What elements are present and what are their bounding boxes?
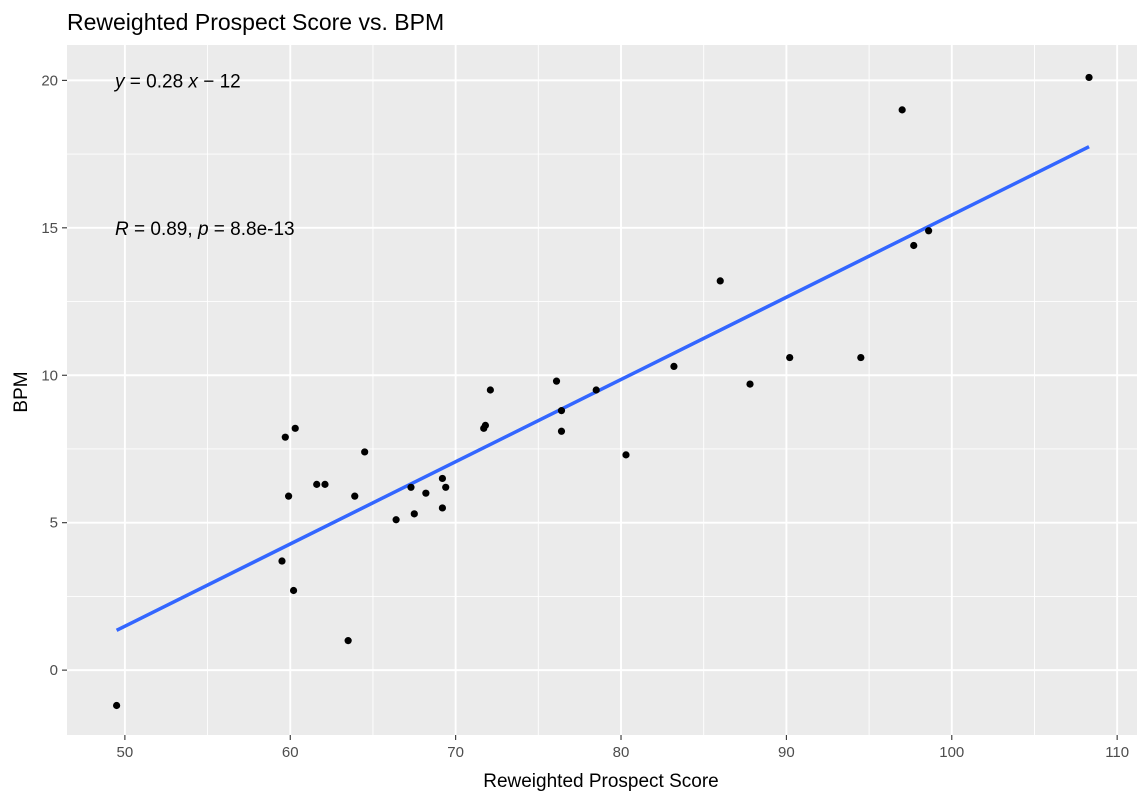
data-point — [552, 377, 561, 385]
annotations: y = 0.28 x − 12 R = 0.89, p = 8.8e-13 — [113, 71, 295, 239]
x-tick-label: 60 — [282, 744, 299, 761]
x-tick-label: 100 — [939, 744, 964, 761]
data-point — [898, 106, 906, 114]
data-point — [410, 510, 418, 518]
y-tick-label: 5 — [50, 515, 58, 532]
data-point — [422, 489, 430, 497]
regression-line — [115, 145, 1090, 632]
data-point — [622, 451, 630, 459]
data-point — [351, 492, 359, 500]
data-point — [925, 227, 933, 235]
data-point — [438, 474, 447, 483]
data-point — [592, 386, 600, 394]
data-point — [557, 407, 566, 415]
data-point — [407, 483, 415, 491]
y-tick-label: 10 — [41, 367, 58, 384]
correlation-label-part: R — [115, 219, 129, 240]
equation-label-part: = 0.28 — [125, 71, 189, 92]
correlation-label-part: = 8.8e-13 — [209, 219, 295, 240]
data-point — [278, 557, 286, 565]
x-tick-label: 70 — [447, 744, 464, 761]
equation-label-part: − 12 — [198, 71, 241, 92]
x-axis: 50 60 70 80 90 100 110 — [117, 735, 1129, 761]
data-point — [481, 421, 490, 429]
data-point — [670, 362, 678, 371]
fit-line-layer — [115, 145, 1090, 632]
data-point — [557, 427, 566, 435]
data-point — [344, 637, 352, 645]
data-point — [291, 424, 299, 432]
data-point — [910, 241, 918, 250]
data-point — [392, 516, 400, 524]
grid-lines — [67, 45, 1137, 735]
data-point — [486, 386, 494, 394]
y-tick-label: 20 — [41, 72, 58, 89]
data-point — [361, 448, 369, 456]
data-point — [857, 353, 865, 362]
correlation-label-part: = 0.89, — [129, 219, 198, 240]
x-axis-title: Reweighted Prospect Score — [483, 771, 719, 792]
data-point — [716, 277, 724, 285]
data-point — [438, 504, 447, 512]
data-point — [786, 353, 794, 362]
equation-label-part: y — [113, 71, 126, 92]
data-point — [321, 480, 329, 488]
y-axis: 0 5 10 15 20 — [41, 72, 67, 679]
data-points — [113, 73, 1093, 710]
y-tick-label: 0 — [50, 662, 58, 679]
data-point — [442, 483, 450, 491]
data-point — [313, 480, 321, 488]
x-tick-label: 50 — [117, 744, 134, 761]
x-tick-label: 110 — [1105, 744, 1129, 761]
equation-label: y = 0.28 x − 12 — [113, 71, 241, 92]
x-tick-label: 90 — [778, 744, 795, 761]
correlation-label: R = 0.89, p = 8.8e-13 — [115, 219, 295, 240]
x-tick-label: 80 — [613, 744, 630, 761]
data-point — [285, 492, 293, 500]
data-point — [281, 433, 289, 441]
chart-title: Reweighted Prospect Score vs. BPM — [67, 9, 444, 35]
data-point — [746, 380, 754, 388]
data-point — [113, 701, 121, 710]
correlation-label-part: p — [197, 219, 209, 240]
data-point — [289, 586, 298, 595]
equation-label-part: x — [187, 71, 199, 92]
y-tick-label: 15 — [41, 220, 58, 237]
data-point — [1085, 73, 1093, 82]
y-axis-title: BPM — [11, 371, 32, 412]
